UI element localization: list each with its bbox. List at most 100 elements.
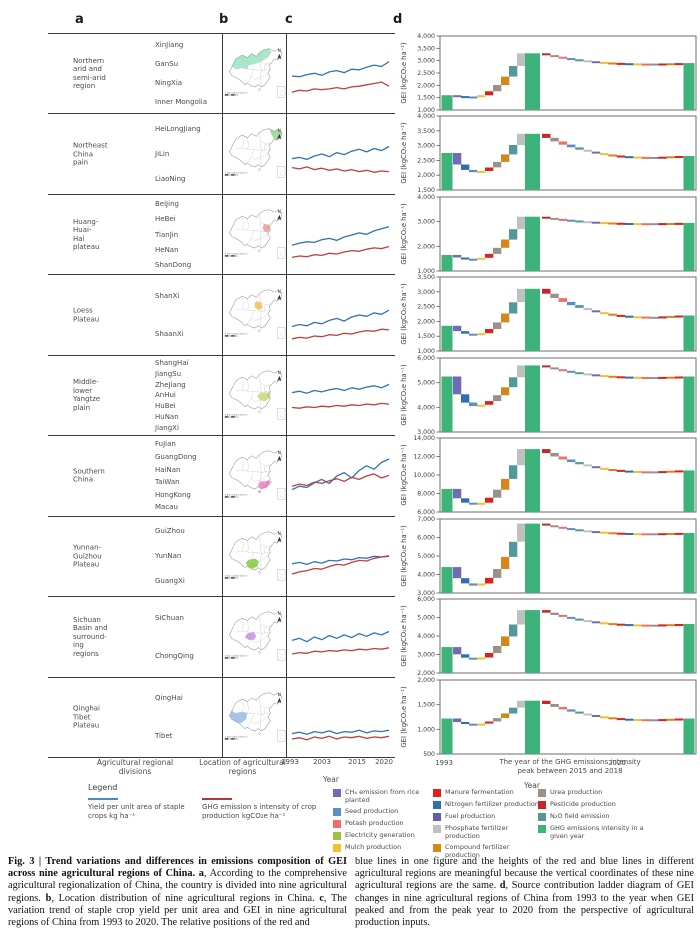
ladder-step bbox=[550, 703, 559, 707]
ladder-ytick: 2,000 bbox=[417, 243, 435, 250]
caption-right-column: blue lines in one figure and the heights… bbox=[355, 856, 694, 929]
ladder-step bbox=[566, 527, 576, 530]
ladder-ytick: 4,000 bbox=[417, 633, 435, 640]
north-arrow-icon bbox=[277, 536, 282, 543]
ladder-step bbox=[583, 529, 592, 532]
region-row: Southern China FuJian GuangDong HaiNan TaiWa… bbox=[48, 436, 395, 517]
ladder-step bbox=[633, 471, 642, 474]
region-name: Southern China bbox=[73, 467, 105, 484]
ladder-step bbox=[550, 217, 559, 220]
ladder-step bbox=[575, 371, 584, 374]
province-list: FuJian GuangDong HaiNan TaiWan HongKong Macau bbox=[155, 438, 197, 513]
province-name: GanSu bbox=[155, 60, 179, 69]
ghg-line bbox=[291, 647, 390, 655]
yield-line bbox=[291, 729, 390, 735]
legend-swatch-item: CH₄ emission from rice planted bbox=[333, 788, 440, 804]
ladder-step bbox=[558, 614, 568, 617]
green-intensity-bar bbox=[683, 222, 695, 271]
green-intensity-bar bbox=[525, 216, 540, 271]
ladder-step bbox=[641, 471, 651, 474]
ladder-step bbox=[477, 257, 486, 260]
legend-item-yield-label: Yield per unit area of staple crops kg h… bbox=[88, 803, 185, 820]
legend-swatch-item: Mulch production bbox=[333, 843, 440, 852]
north-label: N bbox=[278, 691, 281, 696]
ladder-step bbox=[666, 532, 675, 535]
yield-line bbox=[291, 61, 390, 78]
province-name: SiChuan bbox=[155, 613, 184, 622]
ladder-ytick: 2,000 bbox=[417, 82, 435, 89]
ladder-step bbox=[600, 531, 609, 534]
map-scale-text: 0 430 1,000 3,000 km bbox=[225, 92, 248, 94]
ghg-line bbox=[291, 166, 390, 174]
ladder-step bbox=[453, 153, 462, 165]
region-row: Northeast China pain HeiLongJiang JiLin Lia… bbox=[48, 114, 395, 195]
china-map: N 0 430 1,000 3,000 km bbox=[224, 531, 286, 581]
ladder-ytick: 2,000 bbox=[417, 677, 435, 684]
ladder-step bbox=[625, 532, 634, 535]
province-name: Tibet bbox=[155, 732, 173, 741]
ladder-ylabel: GEI (kgCO₂e ha⁻¹) bbox=[400, 42, 408, 104]
green-intensity-bar bbox=[683, 470, 695, 513]
ladder-ytick: 1,000 bbox=[417, 348, 435, 354]
trend-line-chart bbox=[291, 309, 390, 340]
legend-swatch-item: Manure fermentation bbox=[433, 788, 540, 797]
caption-text-segment: b bbox=[45, 892, 52, 904]
ghg-line bbox=[291, 245, 390, 258]
highlight-region bbox=[244, 632, 257, 640]
ladder-step bbox=[633, 532, 642, 535]
ladder-ytick: 3,000 bbox=[417, 289, 435, 296]
legend-swatch-item: Compound fertilizer production bbox=[433, 843, 540, 859]
yield-line bbox=[291, 554, 390, 565]
ladder-step bbox=[485, 167, 494, 172]
trend-line-chart bbox=[291, 554, 390, 575]
green-intensity-bar bbox=[441, 718, 453, 754]
map-cell: N 0 430 1,000 3,000 km bbox=[222, 275, 287, 355]
ladder-chart-block: GEI (kgCO₂e ha⁻¹) 6,000 8,000 10,000 12,000 1… bbox=[395, 435, 700, 515]
caption-text-segment: , According to the comprehensive agricul… bbox=[8, 868, 347, 904]
ladder-step bbox=[600, 622, 609, 625]
province-name: YunNan bbox=[155, 552, 182, 561]
yield-line bbox=[291, 146, 390, 161]
ladder-step bbox=[501, 154, 510, 163]
ladder-step bbox=[649, 317, 659, 320]
ladder-step bbox=[453, 566, 462, 578]
ladder-chart: GEI (kgCO₂e ha⁻¹) 2,000 3,000 4,000 5,000 6,0… bbox=[400, 596, 697, 676]
ladder-step bbox=[517, 134, 526, 146]
legend-color-swatch bbox=[333, 808, 341, 816]
ladder-step bbox=[477, 171, 486, 174]
sea-inset-box bbox=[277, 568, 286, 581]
ladder-step bbox=[658, 222, 667, 225]
ladder-ytick: 2,500 bbox=[417, 158, 435, 165]
ladder-step bbox=[517, 216, 526, 229]
ladder-step bbox=[461, 257, 470, 260]
ladder-chart: GEI (kgCO₂e ha⁻¹) 1,000 1,500 2,000 2,500 3,0… bbox=[400, 33, 697, 113]
trend-cell bbox=[287, 114, 395, 193]
ladder-step bbox=[666, 222, 675, 225]
legend-color-swatch bbox=[433, 825, 441, 833]
ladder-step bbox=[649, 532, 659, 535]
region-cell: Yunnan- Guizhou Plateau GuiZhou YunNan Guan… bbox=[48, 517, 222, 596]
legend-item-ghg: GHG emission s intensity of crop product… bbox=[202, 798, 330, 820]
ladder-ytick: 6,000 bbox=[417, 534, 435, 541]
ladder-step bbox=[591, 310, 601, 313]
ladder-step bbox=[674, 532, 684, 535]
ladder-step bbox=[517, 610, 526, 625]
ladder-ylabel: GEI (kgCO₂e ha⁻¹) bbox=[400, 203, 408, 265]
region-row: Middle- lower Yangtze plain ShangHai Jiang… bbox=[48, 355, 395, 437]
ladder-step bbox=[633, 222, 642, 225]
ladder-chart-block: GEI (kgCO₂e ha⁻¹) 3,000 4,000 5,000 6,000 7,0… bbox=[395, 516, 700, 596]
trend-line-chart bbox=[291, 458, 390, 491]
ladder-step bbox=[566, 145, 576, 148]
china-map: N 0 430 1,000 3,000 km bbox=[224, 450, 286, 500]
province-name: BeiJing bbox=[155, 200, 179, 209]
ladder-step bbox=[583, 308, 592, 311]
legend-item-yield: Yield per unit area of staple crops kg h… bbox=[88, 798, 196, 820]
ladder-chart-block: GEI (kgCO₂e ha⁻¹) 3,000 4,000 5,000 6,000 bbox=[395, 355, 700, 435]
province-name: HaiNan bbox=[155, 465, 181, 474]
trend-cell bbox=[287, 356, 395, 435]
ladder-step bbox=[583, 713, 592, 715]
ladder-step bbox=[453, 254, 462, 258]
ladder-ylabel: GEI (kgCO₂e ha⁻¹) bbox=[400, 444, 408, 506]
ladder-step bbox=[550, 138, 559, 142]
ladder-step bbox=[591, 714, 601, 717]
